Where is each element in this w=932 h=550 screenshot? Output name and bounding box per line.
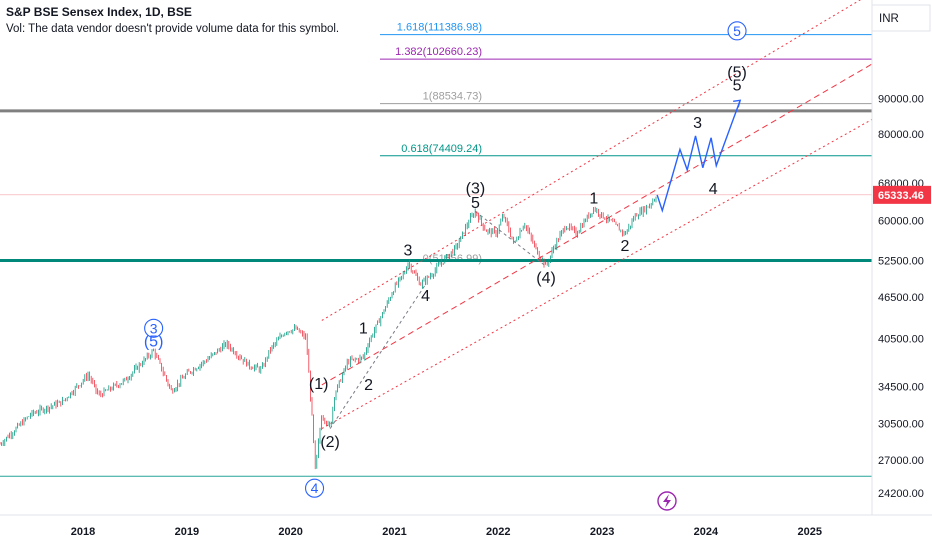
last-price-badge [873,185,931,204]
y-tick-label: 60000.00 [878,215,924,227]
wave-label: (2) [320,434,340,451]
channel-line [321,0,862,321]
fib-label: 0(51556.99) [423,253,482,265]
y-tick-label: 30500.00 [878,419,924,431]
wave-label: 5 [733,77,742,94]
wave-connector-line [329,284,427,429]
last-price-label: 65333.46 [878,190,924,202]
price-series-layer [0,196,657,470]
y-tick-label: 34500.00 [878,382,924,394]
x-tick-label: 2019 [175,526,199,538]
wave-label: 3 [693,115,702,132]
wave-label: 5 [471,195,480,212]
event-badge[interactable] [657,491,677,511]
projection-arrowhead [733,99,742,108]
currency-label: INR [879,13,899,25]
wave-label: 3 [404,242,413,259]
wave-label-circled: 4 [311,480,319,496]
chart-legend: S&P BSE Sensex Index, 1D, BSE Vol: The d… [6,5,339,35]
horizontal-lines-layer [0,109,872,477]
fib-label: 1(88534.73) [423,91,482,103]
wave-circle [727,21,747,41]
fib-levels-layer: 1.618(111386.98) 1.382(102660.23) 1(88534.… [380,22,872,265]
wave-connector-line [475,211,547,267]
x-tick-label: 2025 [797,526,821,538]
wave-label: (3) [466,180,486,197]
projection-line [656,100,741,213]
symbol-title[interactable]: S&P BSE Sensex Index, 1D, BSE [6,5,192,19]
channel-line [321,63,873,386]
lightning-icon [663,494,671,508]
volume-note: Vol: The data vendor doesn't provide vol… [6,23,340,35]
wave-label-circled: 5 [733,23,741,39]
x-tick-label: 2024 [694,526,719,538]
x-tick-label: 2023 [590,526,614,538]
y-tick-label: 40500.00 [878,333,924,345]
y-tick-label: 80000.00 [878,129,924,141]
fib-label: 1.382(102660.23) [395,46,482,58]
wave-label: (4) [536,270,556,287]
x-tick-label: 2022 [486,526,510,538]
y-tick-label: 46500.00 [878,292,924,304]
wave-label: 4 [421,288,430,305]
wave-label: (5) [727,64,747,81]
wave-circle [144,318,164,338]
y-tick-label: 90000.00 [878,94,924,106]
fib-label: 1.618(111386.98) [397,22,482,34]
x-tick-label: 2020 [278,526,302,538]
currency-box[interactable] [871,4,931,32]
wave-label: 2 [364,377,373,394]
projection-layer [656,99,742,213]
wave-label: 1 [589,190,598,207]
axes-layer: INR 90000.0080000.0068000.0060000.005250… [0,0,932,538]
y-tick-label: 52500.00 [878,256,924,268]
wave-label: 4 [709,181,718,198]
x-tick-label: 2018 [71,526,95,538]
y-tick-label: 24200.00 [878,488,924,500]
wave-label: (5) [144,334,164,351]
channel-layer [321,0,873,430]
wave-label: (1) [309,376,329,393]
x-tick-label: 2021 [382,526,406,538]
fib-label: 0.618(74409.24) [401,143,482,155]
wave-circle [304,478,325,498]
wave-label-circled: 3 [150,320,158,336]
y-tick-label: 27000.00 [878,455,924,467]
wave-label: 2 [620,238,629,255]
wave-label: 1 [359,321,368,338]
channel-line [321,118,873,430]
